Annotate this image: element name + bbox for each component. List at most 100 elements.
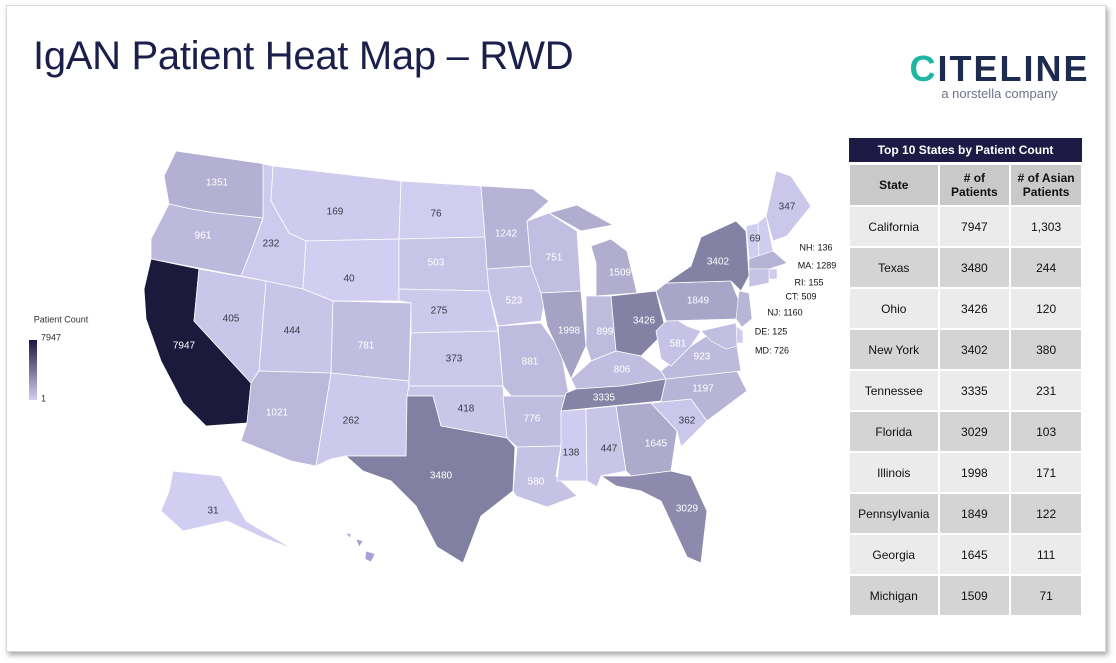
table-cell: Georgia <box>848 533 940 576</box>
table-row: Illinois 1998 171 <box>848 451 1083 494</box>
state-value-label: 1351 <box>206 178 229 189</box>
state-value-label: 1021 <box>266 408 289 419</box>
table-cell: 71 <box>1009 574 1083 617</box>
state-value-label: 1645 <box>645 439 668 450</box>
header-row: State # of Patients # of Asian Patients <box>848 163 1083 207</box>
state-value-label: 7947 <box>173 341 196 352</box>
table-cell: 3480 <box>937 246 1012 289</box>
callout-label: NH: 136 <box>799 242 832 252</box>
state-value-label: 1197 <box>692 384 714 395</box>
table-cell: 1509 <box>937 574 1012 617</box>
state-value-label: 3402 <box>707 257 730 268</box>
hawaii <box>355 538 364 548</box>
table-cell: 3335 <box>937 369 1012 412</box>
table-row: Georgia 1645 111 <box>848 533 1083 576</box>
table-row: Tennessee 3335 231 <box>848 369 1083 412</box>
table-cell: 380 <box>1009 328 1083 371</box>
state <box>344 395 516 564</box>
state-value-label: 523 <box>506 296 523 307</box>
state <box>160 470 294 550</box>
state <box>700 322 738 350</box>
state-value-label: 405 <box>223 314 240 325</box>
table-row: Ohio 3426 120 <box>848 287 1083 330</box>
table-row: Michigan 1509 71 <box>848 574 1083 617</box>
legend-max: 7947 <box>41 332 61 342</box>
state-value-label: 418 <box>458 404 475 415</box>
table-cell: 231 <box>1009 369 1083 412</box>
state <box>650 370 748 422</box>
callout-label: NJ: 1160 <box>767 307 802 317</box>
slide-title: IgAN Patient Heat Map – RWD <box>33 34 574 78</box>
table-row: Florida 3029 103 <box>848 410 1083 453</box>
table-cell: New York <box>848 328 940 371</box>
state-value-label: 1998 <box>558 326 581 337</box>
table-cell: 7947 <box>937 205 1012 248</box>
state-value-label: 169 <box>327 207 344 218</box>
top-states-table: Top 10 States by Patient Count State # of… <box>848 137 1083 617</box>
state-value-label: 232 <box>263 239 280 250</box>
table-cell: 1,303 <box>1009 205 1083 248</box>
state-value-label: 503 <box>428 258 445 269</box>
table-row: California 7947 1,303 <box>848 205 1083 248</box>
table-row: New York 3402 380 <box>848 328 1083 371</box>
state <box>748 268 770 288</box>
heat-map: 1351961794740523216940444102178126276503… <box>29 150 837 564</box>
table-cell: Tennessee <box>848 369 940 412</box>
state-value-label: 3426 <box>633 316 656 327</box>
states <box>143 150 812 564</box>
table-cell: 3029 <box>937 410 1012 453</box>
column-header: State <box>848 163 940 207</box>
state <box>735 290 753 328</box>
table-cell: Michigan <box>848 574 940 617</box>
state <box>270 165 402 242</box>
state <box>556 408 588 482</box>
callout-label: RI: 155 <box>794 277 823 287</box>
legend-min: 1 <box>41 393 46 403</box>
state-value-label: 581 <box>670 339 687 350</box>
table-cell: Illinois <box>848 451 940 494</box>
table-cell: 103 <box>1009 410 1083 453</box>
state-value-label: 776 <box>524 414 541 425</box>
state-value-label: 3029 <box>676 504 699 515</box>
table-cell: 1849 <box>937 492 1012 535</box>
table-cell: 122 <box>1009 492 1083 535</box>
state-value-label: 40 <box>343 274 355 285</box>
table-cell: 1645 <box>937 533 1012 576</box>
table-cell: California <box>848 205 940 248</box>
logo-name: CITELINE <box>909 48 1090 89</box>
state-value-label: 262 <box>343 416 360 427</box>
state-value-label: 138 <box>563 448 580 459</box>
state-value-label: 347 <box>779 202 796 213</box>
state-value-label: 1849 <box>687 296 710 307</box>
column-header: # of Patients <box>937 163 1012 207</box>
table-cell: 111 <box>1009 533 1083 576</box>
table-cell: Pennsylvania <box>848 492 940 535</box>
callout-label: MA: 1289 <box>798 260 837 270</box>
state-value-label: 806 <box>614 365 631 376</box>
table-cell: Texas <box>848 246 940 289</box>
table-cell: 120 <box>1009 287 1083 330</box>
state-value-label: 961 <box>195 231 212 242</box>
table-cell: Florida <box>848 410 940 453</box>
state <box>664 220 750 292</box>
callout-label: MD: 726 <box>755 345 789 355</box>
table-body: California 7947 1,303 Texas 3480 244 Ohio 3426 1… <box>848 205 1083 617</box>
legend-title: Patient Count <box>34 314 89 324</box>
state <box>315 372 410 467</box>
state <box>748 250 788 270</box>
state-value-label: 923 <box>694 352 711 363</box>
state-value-label: 899 <box>597 327 614 338</box>
table-cell: 1998 <box>937 451 1012 494</box>
hawaii <box>345 532 352 539</box>
hawaii <box>364 550 376 563</box>
legend-colorbar <box>29 340 37 400</box>
table-title: Top 10 States by Patient Count <box>848 137 1083 163</box>
callout-label: DE: 125 <box>755 326 788 336</box>
table-cell: 244 <box>1009 246 1083 289</box>
state <box>610 290 667 357</box>
state-value-label: 362 <box>679 416 696 427</box>
table-cell: Ohio <box>848 287 940 330</box>
state-value-label: 1242 <box>495 229 518 240</box>
table-cell: 171 <box>1009 451 1083 494</box>
